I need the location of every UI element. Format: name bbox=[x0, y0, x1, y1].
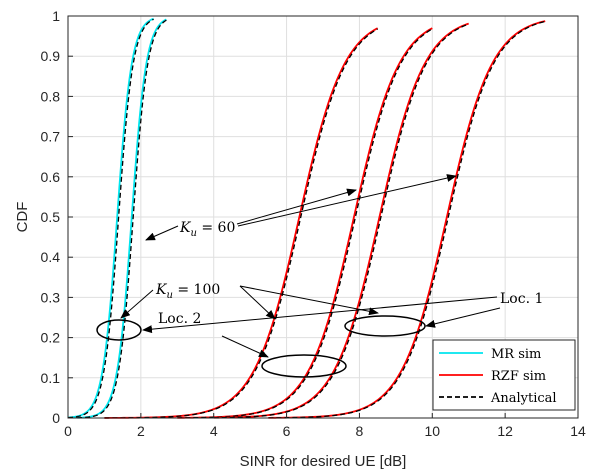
annotation-label: Ku = 60 bbox=[179, 220, 235, 239]
analytical-line bbox=[213, 23, 469, 419]
x-tick-label: 14 bbox=[570, 423, 586, 439]
loc1-ellipse-left bbox=[96, 319, 142, 341]
y-tick-label: 0.8 bbox=[41, 88, 61, 104]
y-tick-label: 0.7 bbox=[41, 129, 61, 145]
analytical-line bbox=[268, 20, 546, 419]
legend-label: Analytical bbox=[490, 391, 557, 406]
annotation-arrow bbox=[142, 296, 498, 334]
annotation-arrow bbox=[239, 285, 379, 316]
y-tick-label: 0.4 bbox=[41, 249, 61, 265]
annotations: Ku = 60 Ku = 100 Loc. 2 Loc. 1 bbox=[96, 174, 543, 378]
y-tick-label: 0.6 bbox=[41, 169, 61, 185]
analytical-line bbox=[67, 18, 154, 419]
y-axis-label: CDF bbox=[14, 202, 31, 233]
annotation-arrow bbox=[236, 188, 357, 225]
loc1-ellipse-right bbox=[344, 315, 426, 337]
annotation-arrow bbox=[239, 285, 276, 320]
axes: 0 2 4 6 8 10 12 14 0 0.1 0.2 0.3 0.4 0.5 0.6 0.7 0.8 0.9 1 bbox=[41, 8, 586, 439]
y-tick-label: 0.1 bbox=[41, 370, 61, 386]
x-tick-label: 0 bbox=[64, 423, 72, 439]
series-line-mr bbox=[77, 18, 167, 419]
series-line-mr bbox=[67, 17, 154, 419]
series-line-rzf bbox=[268, 20, 546, 419]
legend-label: MR sim bbox=[491, 347, 541, 362]
y-tick-label: 0.5 bbox=[41, 209, 61, 225]
y-tick-label: 0.3 bbox=[41, 289, 61, 305]
x-tick-label: 12 bbox=[497, 423, 513, 439]
annotation-arrow bbox=[425, 307, 501, 328]
x-axis-label: SINR for desired UE [dB] bbox=[240, 453, 407, 470]
legend: MR sim RZF sim Analytical bbox=[432, 339, 576, 411]
annotation-arrow bbox=[145, 225, 179, 241]
annotation-arrow bbox=[237, 174, 457, 227]
annotation-arrow bbox=[221, 335, 269, 358]
y-tick-label: 0.9 bbox=[41, 48, 61, 64]
annotation-label: Loc. 2 bbox=[158, 311, 201, 327]
x-tick-label: 6 bbox=[283, 423, 291, 439]
x-tick-label: 2 bbox=[137, 423, 145, 439]
legend-label: RZF sim bbox=[491, 369, 546, 384]
y-tick-label: 1 bbox=[52, 8, 60, 24]
series-line-rzf bbox=[104, 27, 379, 419]
axes-box bbox=[67, 15, 579, 419]
y-tick-label: 0.2 bbox=[41, 330, 61, 346]
annotation-arrow bbox=[120, 289, 154, 319]
annotation-label: Ku = 100 bbox=[155, 282, 220, 301]
x-tick-label: 4 bbox=[210, 423, 218, 439]
x-tick-label: 8 bbox=[356, 423, 364, 439]
annotation-label: Loc. 1 bbox=[500, 291, 543, 307]
x-tick-label: 10 bbox=[424, 423, 440, 439]
y-tick-label: 0 bbox=[52, 410, 60, 426]
loc2-ellipse bbox=[261, 354, 347, 378]
